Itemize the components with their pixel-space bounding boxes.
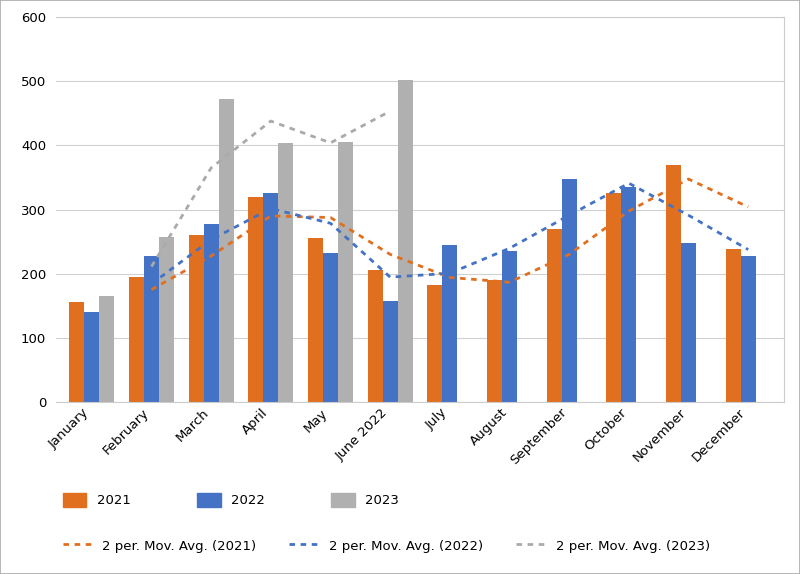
Legend: 2 per. Mov. Avg. (2021), 2 per. Mov. Avg. (2022), 2 per. Mov. Avg. (2023): 2 per. Mov. Avg. (2021), 2 per. Mov. Avg… xyxy=(62,539,710,553)
Bar xyxy=(681,243,696,402)
Bar xyxy=(666,165,681,402)
Bar xyxy=(99,296,114,402)
Bar xyxy=(204,224,218,402)
Bar xyxy=(278,144,293,402)
Bar xyxy=(606,193,622,402)
Bar xyxy=(741,255,756,402)
Bar xyxy=(323,253,338,402)
Bar xyxy=(144,255,159,402)
Bar xyxy=(308,238,323,402)
Bar xyxy=(70,302,84,402)
Bar xyxy=(726,249,741,402)
Bar xyxy=(442,246,458,402)
Bar xyxy=(502,251,517,402)
Bar xyxy=(159,237,174,402)
Bar xyxy=(398,80,413,402)
Bar xyxy=(129,277,144,402)
Bar xyxy=(622,187,636,402)
Bar xyxy=(84,312,99,402)
Bar xyxy=(249,197,263,402)
Bar xyxy=(263,193,278,402)
Bar xyxy=(218,99,234,402)
Bar xyxy=(338,142,353,402)
Bar xyxy=(382,301,398,402)
Bar xyxy=(427,285,442,402)
Bar xyxy=(547,229,562,402)
Bar xyxy=(368,270,382,402)
Bar xyxy=(562,180,577,402)
Bar xyxy=(487,280,502,402)
Bar xyxy=(189,235,204,402)
